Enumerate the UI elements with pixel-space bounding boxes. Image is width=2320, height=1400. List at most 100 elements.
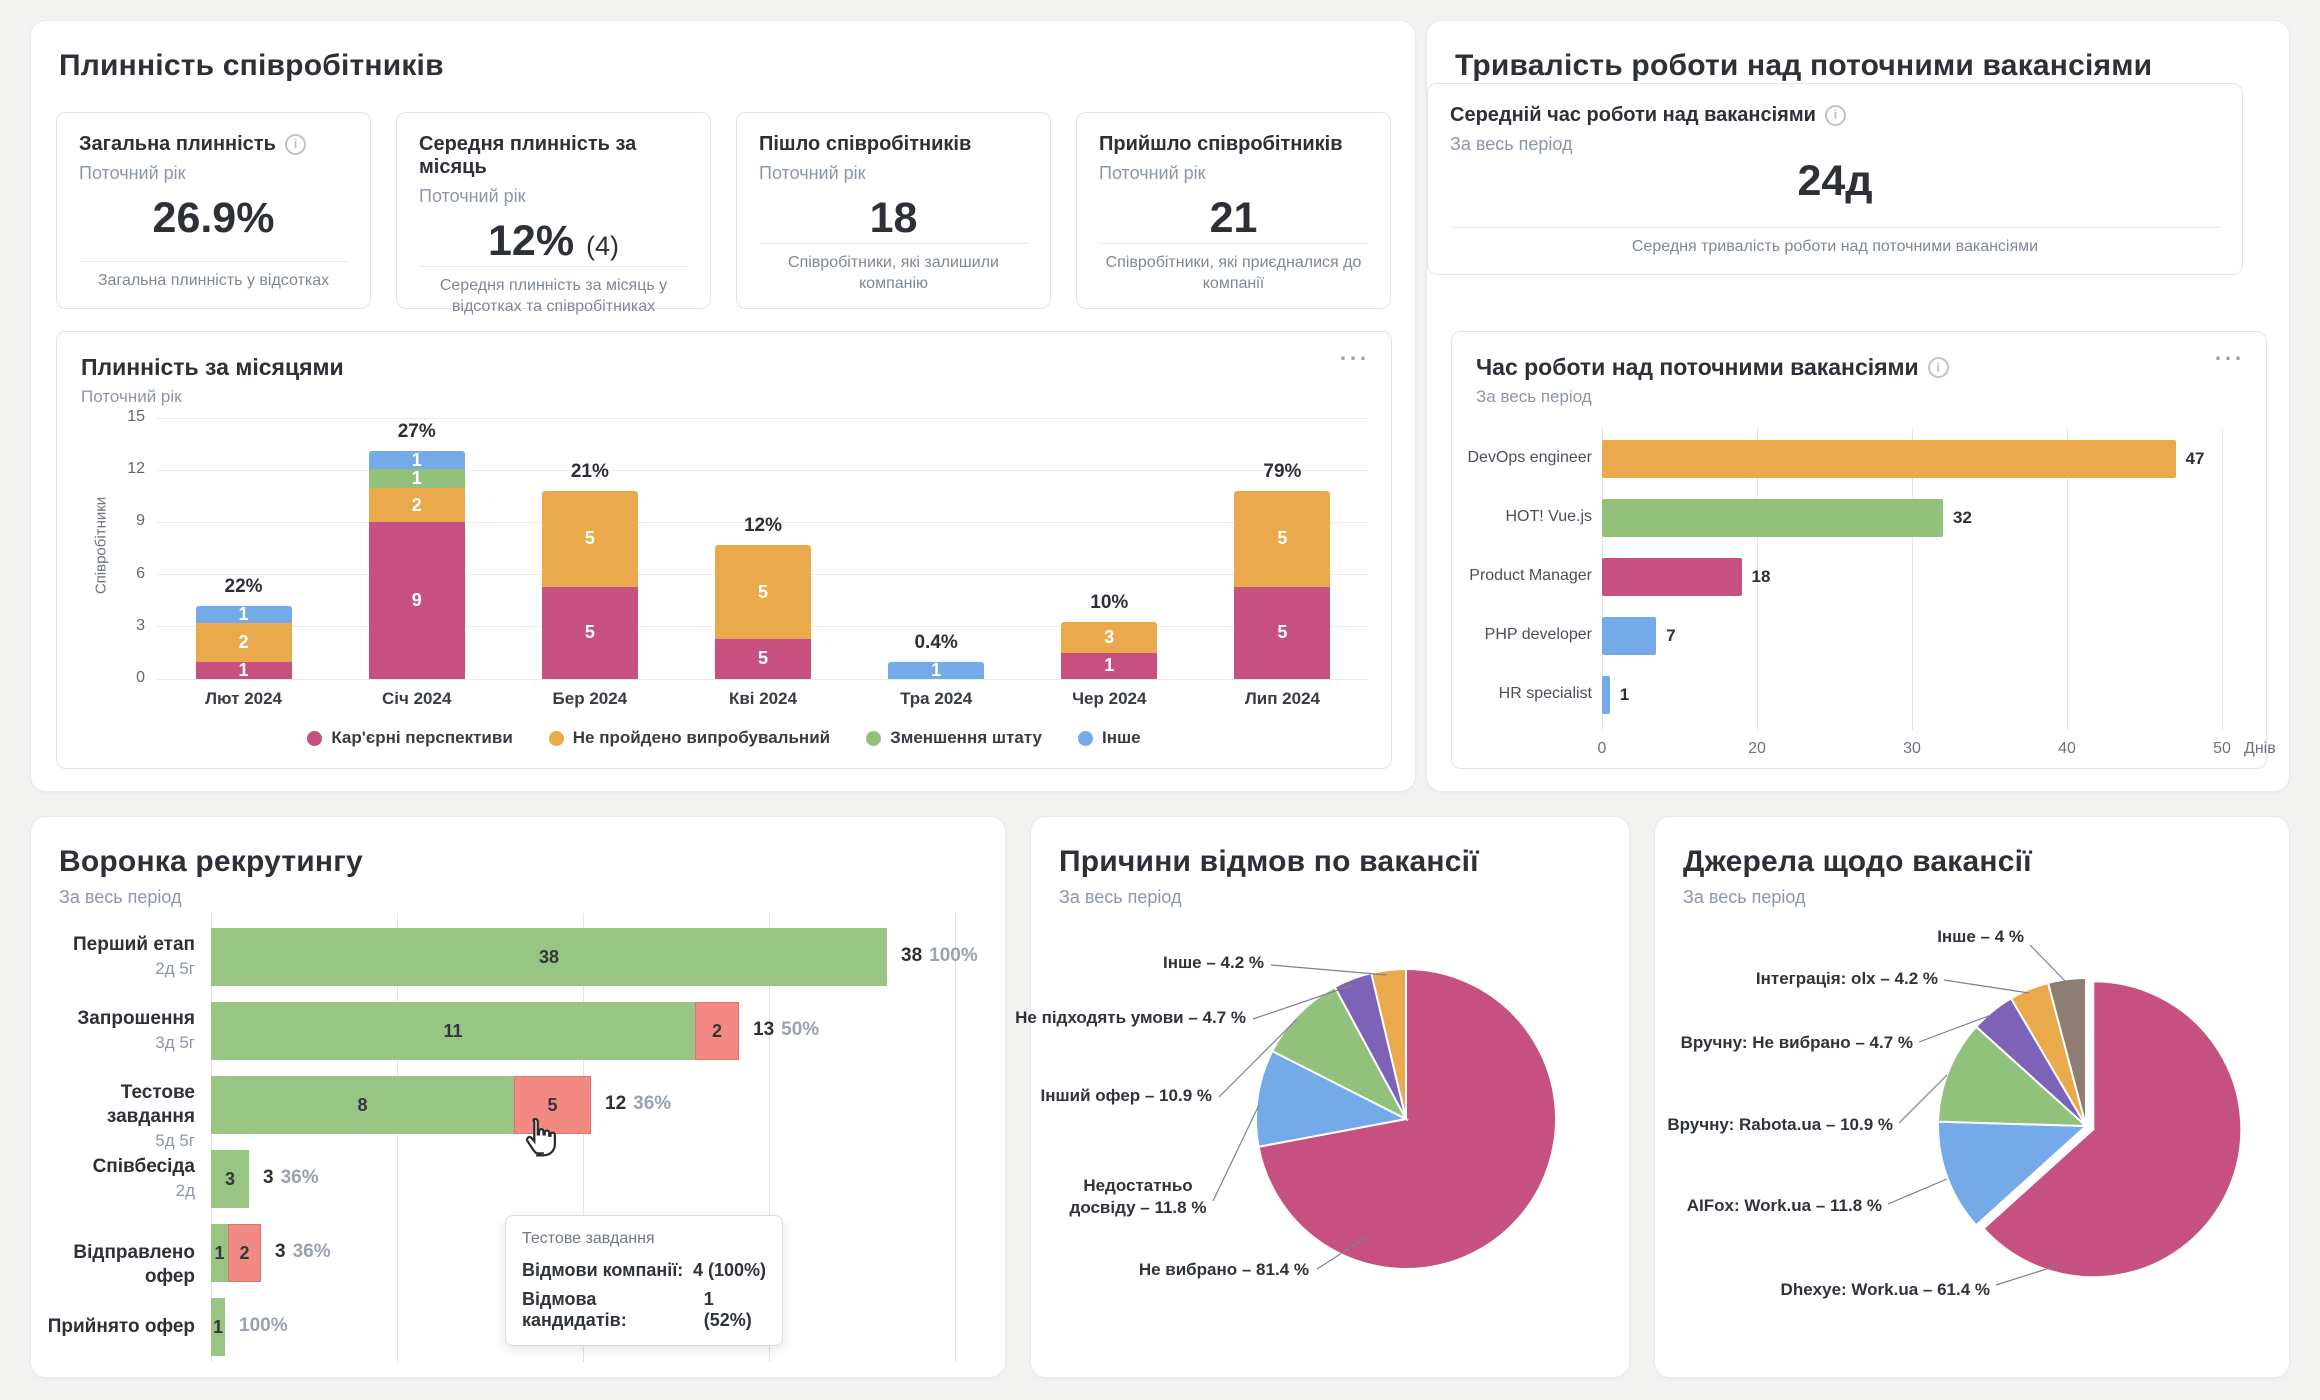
bar-segment[interactable]: 1 <box>195 606 292 624</box>
bar-segment[interactable]: 3 <box>1061 621 1158 653</box>
pie-slice[interactable] <box>1255 1049 1410 1148</box>
funnel-bar-passed[interactable]: 1 <box>211 1224 228 1282</box>
kpi-title: Середня плинність за місяць <box>419 133 637 178</box>
funnel-bar-passed[interactable]: 1 <box>211 1298 225 1356</box>
bar-percent-label: 22% <box>224 575 263 597</box>
bar-segment[interactable]: 5 <box>715 545 811 639</box>
bar-segment-value: 2 <box>411 494 422 515</box>
funnel-bar-passed[interactable]: 8 <box>211 1076 514 1134</box>
bar-segment[interactable]: 2 <box>195 623 292 662</box>
stage-duration: 2д 5г <box>155 958 195 978</box>
legend-item[interactable]: Не пройдено випробувальний <box>548 728 830 748</box>
bar-segment[interactable]: 9 <box>368 522 465 679</box>
y-tick-label: 0 <box>136 669 145 686</box>
bar-segment-value: 5 <box>584 528 595 549</box>
total-count: 3 <box>263 1167 274 1188</box>
hbar-HOT! Vue.js[interactable] <box>1602 499 1943 537</box>
panel-rejection-reasons: Причини відмов по вакансії За весь періо… <box>1015 816 1630 1378</box>
bar-segment[interactable]: 1 <box>888 661 985 679</box>
stacked-bar-Тра 2024[interactable]: 1 <box>888 661 985 679</box>
kpi-period: Поточний рік <box>79 163 186 183</box>
gridline <box>397 913 398 1362</box>
stacked-bar-Бер 2024[interactable]: 55 <box>541 491 638 679</box>
kpi-value: 24д <box>1797 157 1873 205</box>
legend-dot <box>1078 730 1094 746</box>
kpi-value: 21 <box>1209 194 1258 242</box>
bar-segment-value: 5 <box>757 648 768 669</box>
bar-segment[interactable]: 1 <box>368 468 465 488</box>
hbar-PHP developer[interactable] <box>1602 617 1657 655</box>
legend-item[interactable]: Кар'єрні перспективи <box>307 728 513 748</box>
funnel-bar-passed[interactable]: 3 <box>211 1150 249 1208</box>
bar-category-label: DevOps engineer <box>1467 449 1592 466</box>
total-count: 3 <box>275 1241 286 1262</box>
page-title-rejections: Причини відмов по вакансії <box>1059 845 1479 878</box>
bar-segment[interactable]: 5 <box>541 491 638 587</box>
kpi-card-employees-joined: Прийшло співробітників Поточний рік 21 С… <box>1076 112 1391 309</box>
x-tick-label: 30 <box>1903 740 1921 757</box>
pie-slice[interactable] <box>1270 985 1409 1122</box>
bar-segment[interactable]: 5 <box>1234 586 1331 679</box>
kpi-period: За весь період <box>1450 134 1573 154</box>
x-axis-label-Чер 2024: Чер 2024 <box>1072 689 1147 708</box>
funnel-stage-label: Тестове завдання 5д 5г <box>31 1081 195 1151</box>
funnel-bar-passed[interactable]: 38 <box>211 928 887 986</box>
funnel-bar-passed[interactable]: 11 <box>211 1002 695 1060</box>
bar-segment[interactable]: 1 <box>368 451 465 470</box>
passed-value: 38 <box>538 946 560 967</box>
hbar-HR specialist[interactable] <box>1602 676 1610 714</box>
bar-segment[interactable]: 5 <box>541 586 638 679</box>
funnel-bar-rejected[interactable]: 2 <box>228 1224 261 1282</box>
hbar-Product Manager[interactable] <box>1602 558 1742 596</box>
rejected-value: 5 <box>547 1094 558 1115</box>
kpi-value: 12% (4) <box>487 217 620 265</box>
rejections-period: За весь період <box>1059 887 1182 907</box>
bar-segment[interactable]: 5 <box>715 638 811 679</box>
pie-label-dhexye: Dhexye: Work.ua – 61.4 % <box>1780 1280 1990 1299</box>
stacked-bar-Лип 2024[interactable]: 55 <box>1234 491 1331 679</box>
pie-slice[interactable] <box>1937 1120 2089 1227</box>
legend-item[interactable]: Інше <box>1078 728 1141 748</box>
chart-menu-icon[interactable]: ⋯ <box>2213 342 2244 375</box>
pie-label-aifox: AIFox: Work.ua – 11.8 % <box>1686 1196 1882 1215</box>
legend-item[interactable]: Зменшення штату <box>866 728 1042 748</box>
page-title-turnover: Плинність співробітників <box>59 49 444 82</box>
pie-slice[interactable] <box>2046 976 2087 1127</box>
bar-segment-value: 5 <box>1277 528 1288 549</box>
funnel-total-label: 3 36% <box>263 1167 319 1189</box>
vacancy-time-chart-card: Час роботи над поточними вакансіями i За… <box>1451 331 2276 769</box>
x-axis-unit: Днів <box>2244 740 2276 757</box>
rejected-value: 2 <box>239 1242 250 1263</box>
info-icon[interactable]: i <box>284 134 306 155</box>
funnel-stage-label: Відправлено офер <box>31 1241 195 1289</box>
bar-category-label: HR specialist <box>1498 685 1592 702</box>
bar-segment[interactable]: 1 <box>195 660 292 679</box>
funnel-bar-rejected[interactable]: 5 <box>514 1076 591 1134</box>
x-axis-label-Січ 2024: Січ 2024 <box>382 689 452 708</box>
info-icon[interactable]: i <box>1824 105 1846 126</box>
bar-value-label: 32 <box>1953 508 1972 527</box>
gridline <box>211 913 212 1362</box>
stacked-bar-Кві 2024[interactable]: 55 <box>715 545 811 679</box>
bar-segment[interactable]: 1 <box>1061 652 1158 679</box>
gridline <box>769 913 770 1362</box>
pie-slice[interactable] <box>1937 1025 2089 1128</box>
funnel-bar-rejected[interactable]: 2 <box>695 1002 739 1060</box>
bar-segment[interactable]: 2 <box>368 487 465 523</box>
gridline <box>2067 428 2068 730</box>
passed-value: 1 <box>212 1316 223 1337</box>
x-tick-label: 0 <box>1597 740 1607 757</box>
bar-segment-value: 1 <box>1104 655 1115 676</box>
bar-percent-label: 12% <box>743 515 782 537</box>
pie-label-lack-experience: Недостатньо досвіду – 11.8 % <box>1069 1176 1207 1218</box>
vacancy-sources-pie <box>1887 944 2243 1286</box>
stacked-bar-Лют 2024[interactable]: 1 2 1 <box>195 606 292 679</box>
info-icon[interactable]: i <box>1927 357 1949 378</box>
stacked-bar-Чер 2024[interactable]: 13 <box>1061 621 1158 679</box>
pie-slice[interactable] <box>1982 980 2243 1279</box>
stacked-bar-Січ 2024[interactable]: 9 2 11 <box>368 451 465 679</box>
hbar-DevOps engineer[interactable] <box>1602 440 2176 478</box>
chart-menu-icon[interactable]: ⋯ <box>1338 342 1369 375</box>
x-axis-label-Лип 2024: Лип 2024 <box>1244 689 1321 708</box>
bar-segment[interactable]: 5 <box>1234 491 1331 587</box>
